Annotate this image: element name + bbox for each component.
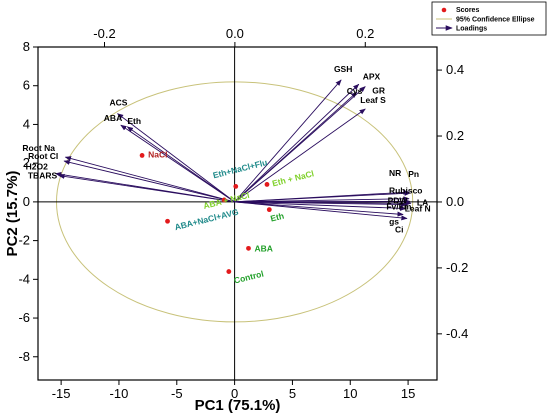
y-axis-title: PC2 (15.7%): [4, 171, 21, 257]
top-tick-label: -0.2: [93, 26, 115, 41]
loading-arrow-gs: [234, 201, 404, 217]
y-tick-label: 4: [23, 116, 30, 131]
legend-scores-label: Scores: [456, 7, 479, 14]
loading-label: Eth: [127, 116, 141, 126]
loading-label: NR: [389, 168, 401, 178]
score-point-aba: [246, 245, 251, 251]
loading-label: Root Na: [22, 143, 55, 153]
score-label: Eth: [269, 211, 285, 224]
x-tick-label: 10: [343, 386, 357, 401]
loading-label: GSH: [334, 64, 352, 74]
legend: Scores 95% Confidence Ellipse Loadings: [431, 1, 547, 36]
loading-label: H2O2: [26, 162, 48, 172]
loading-label: Fv/Fm: [386, 202, 411, 212]
loading-label: ABA: [104, 113, 122, 123]
score-point-control: [226, 269, 232, 274]
y-tick-label: -8: [18, 349, 30, 364]
x-tick-label: -5: [171, 386, 183, 401]
x-tick-label: -10: [110, 386, 129, 401]
loading-label: GR: [372, 86, 385, 96]
loading-arrow-leaf-n: [234, 201, 407, 211]
top-tick-label: 0.2: [356, 26, 374, 41]
x-tick-label: 5: [289, 386, 296, 401]
right-tick-label: -0.2: [446, 260, 468, 275]
legend-loadings-label: Loadings: [456, 26, 487, 33]
y-tick-label: 2: [23, 155, 30, 170]
score-label: ABA: [254, 243, 272, 253]
score-point-eth-nacl: [264, 182, 270, 187]
legend-scores-symbol: [441, 7, 447, 13]
x-tick-label: -15: [52, 386, 71, 401]
plot-frame: [37, 46, 438, 381]
loading-label: Leaf N: [405, 204, 431, 214]
y-tick-label: -6: [18, 310, 30, 325]
y-tick-label: -2: [18, 233, 30, 248]
score-point-aba-nacl-avg: [165, 218, 170, 224]
y-tick-label: 8: [23, 39, 30, 54]
legend-ellipse-label: 95% Confidence Ellipse: [456, 17, 535, 24]
loading-arrow-root-na: [64, 156, 235, 203]
loading-arrow-gsh: [234, 79, 342, 203]
axes: -15 -10 -5 0 5 10 15 -8 -6 -4 -2 0 2 4 6 8 -0.2 0.0 0.2 -0.…: [18, 26, 468, 401]
loading-arrow-cys: [234, 91, 358, 203]
loading-arrow-root-cl: [63, 159, 235, 203]
loading-label: Pn: [408, 169, 419, 179]
loading-arrow-fv-fm: [234, 201, 407, 208]
loading-arrow-eth: [126, 126, 235, 203]
scores-layer: [139, 153, 272, 274]
top-tick-label: 0.0: [226, 26, 244, 41]
loading-label: Leaf S: [360, 95, 386, 105]
loading-arrow-acs: [117, 113, 235, 203]
x-axis-title: PC1 (75.1%): [195, 397, 281, 414]
loading-label: Ci: [395, 224, 404, 234]
x-tick-label: 15: [401, 386, 415, 401]
right-tick-label: 0.2: [446, 128, 464, 143]
right-tick-label: 0.4: [446, 62, 464, 77]
score-point-aba-nacl: [221, 197, 227, 203]
loading-arrow-ci: [234, 201, 408, 221]
y-tick-label: 6: [23, 78, 30, 93]
y-tick-label: -4: [18, 271, 30, 286]
loading-arrow-leaf-s: [234, 108, 366, 203]
score-point-eth: [266, 207, 272, 213]
score-point-nacl: [139, 153, 145, 158]
loading-label: PDW: [388, 195, 409, 205]
right-tick-label: -0.4: [446, 326, 468, 341]
x-tick-label: 0: [231, 386, 238, 401]
loading-arrow-pn: [234, 190, 411, 203]
y-tick-label: 0: [23, 194, 30, 209]
loading-label: ACS: [110, 98, 128, 108]
loading-label: Rubisco: [389, 186, 423, 196]
loading-label: APX: [363, 71, 381, 81]
loading-arrow-apx: [234, 83, 360, 203]
loading-arrow-tbars: [58, 173, 235, 203]
loading-label: Root Cl: [28, 151, 58, 161]
loading-label: LA: [417, 197, 428, 207]
score-point-eth-nacl-flu: [233, 183, 239, 189]
loading-label: Cys: [347, 86, 363, 96]
score-label: NaCl: [148, 149, 167, 159]
loading-label: gs: [389, 216, 399, 226]
plot-background: [37, 46, 438, 381]
loadings-layer: [54, 79, 412, 221]
loading-label: TBARS: [28, 171, 58, 181]
right-tick-label: 0.0: [446, 194, 464, 209]
